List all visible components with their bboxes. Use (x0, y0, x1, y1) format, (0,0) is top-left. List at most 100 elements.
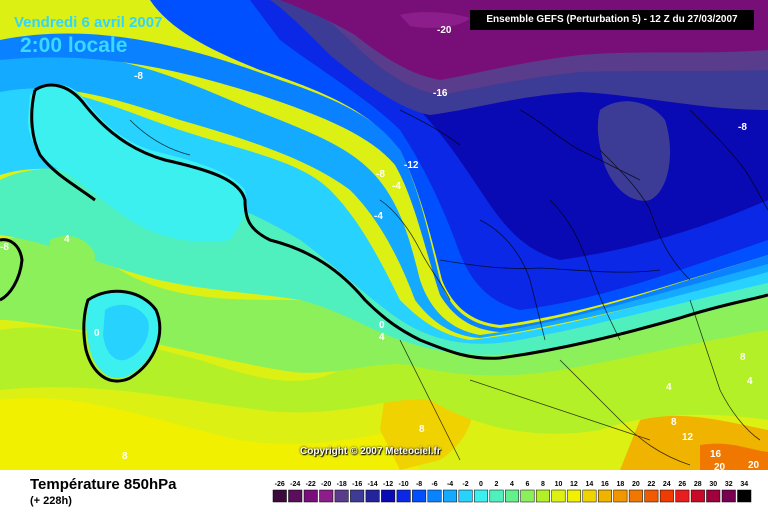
label-minus16: -16 (433, 88, 448, 99)
legend-swatch (566, 489, 581, 503)
label-minus8-d: -8 (0, 242, 9, 253)
green-zone-8 (0, 300, 768, 434)
legend-swatch (597, 489, 612, 503)
forecast-time: 2:00 locale (20, 34, 128, 57)
legend-swatch (474, 489, 489, 503)
legend-swatch (535, 489, 550, 503)
legend-tick-label: 18 (617, 481, 625, 488)
scandinavia-cold-pocket (597, 101, 670, 201)
greenland (28, 84, 247, 242)
label-16: 16 (710, 449, 722, 460)
map-title: Température 850hPa (30, 476, 177, 493)
legend-swatch (427, 489, 442, 503)
legend-swatch (582, 489, 597, 503)
legend-tick-label: -8 (416, 481, 422, 488)
label-8-b: 8 (122, 451, 128, 462)
atlantic-pocket-inner (103, 304, 149, 361)
label-minus12: -12 (404, 160, 419, 171)
label-0-a: 0 (94, 328, 100, 339)
legend-tick-label: 34 (740, 481, 748, 488)
forecast-date: Vendredi 6 avril 2007 (14, 14, 163, 31)
legend-swatch (628, 489, 643, 503)
label-minus4-a: -4 (392, 181, 401, 192)
label-minus8-c: -8 (738, 122, 747, 133)
label-0-b: 0 (379, 320, 385, 331)
legend-swatch (272, 489, 287, 503)
legend-swatch (675, 489, 690, 503)
legend-tick-label: 20 (632, 481, 640, 488)
legend-tick-label: 8 (541, 481, 545, 488)
legend-tick-label: -22 (306, 481, 316, 488)
label-20-b: 20 (748, 460, 760, 470)
legend-tick-label: 32 (725, 481, 733, 488)
legend-swatch (458, 489, 473, 503)
zero-isotherm-loop (82, 289, 162, 383)
legend-swatch (350, 489, 365, 503)
zero-isotherm (34, 83, 768, 360)
legend-swatch (706, 489, 721, 503)
legend-tick-label: 22 (648, 481, 656, 488)
warm-zone-hot (700, 443, 768, 470)
legend-tick-label: 10 (555, 481, 563, 488)
label-4-a: 4 (64, 234, 70, 245)
warm-zone-12 (0, 398, 420, 470)
legend-tick-label: -14 (368, 481, 378, 488)
legend-swatch (659, 489, 674, 503)
label-8-c: 8 (740, 352, 746, 363)
legend-swatch (303, 489, 318, 503)
legend-tick-label: -4 (447, 481, 453, 488)
label-minus8-b: -8 (376, 169, 385, 180)
legend-swatch (644, 489, 659, 503)
legend-swatch (365, 489, 380, 503)
legend-tick-label: -26 (275, 481, 285, 488)
legend-swatch (489, 489, 504, 503)
label-8-a: 8 (419, 424, 425, 435)
legend-swatch (396, 489, 411, 503)
legend-tick-label: 0 (479, 481, 483, 488)
legend-tick-label: 16 (601, 481, 609, 488)
label-minus4-b: -4 (374, 211, 383, 222)
legend-swatch (737, 489, 752, 503)
legend-swatch (412, 489, 427, 503)
legend-swatch (721, 489, 736, 503)
legend-swatch (551, 489, 566, 503)
legend-tick-label: 30 (709, 481, 717, 488)
legend-tick-label: -6 (431, 481, 437, 488)
legend-swatch (443, 489, 458, 503)
legend-tick-label: 12 (570, 481, 578, 488)
contour-labels: -20 -16 -12 -8 -8 -8 -4 -4 -8 4 0 0 4 8 … (0, 25, 760, 470)
legend-tick-label: -18 (337, 481, 347, 488)
label-minus8-a: -8 (134, 71, 143, 82)
legend-tick-label: 4 (510, 481, 514, 488)
label-4-d: 4 (666, 382, 672, 393)
cyan-zone--2 (0, 88, 768, 344)
footer: Température 850hPa (+ 228h) -26 -24 -22 -20… (0, 470, 768, 512)
zero-isotherm-greenland (30, 89, 96, 202)
label-8-d: 8 (671, 417, 677, 428)
green-spot-4 (49, 235, 95, 273)
copyright: Copyright © 2007 Meteociel.fr (300, 446, 441, 457)
legend-swatch (319, 489, 334, 503)
legend-tick-label: 24 (663, 481, 671, 488)
dark-zone--22 (400, 12, 470, 28)
legend-swatch (690, 489, 705, 503)
label-4-b: 4 (379, 332, 385, 343)
label-20-a: 20 (714, 462, 726, 470)
legend-tick-label: 26 (678, 481, 686, 488)
label-minus20: -20 (437, 25, 452, 36)
legend-tick-label: -20 (321, 481, 331, 488)
label-12: 12 (682, 432, 694, 443)
country-borders (129, 109, 768, 466)
zero-isotherm-west (0, 238, 24, 302)
legend-swatch (520, 489, 535, 503)
temperature-map: -20 -16 -12 -8 -8 -8 -4 -4 -8 4 0 0 4 8 … (0, 0, 768, 470)
legend-swatch (613, 489, 628, 503)
legend-tick-label: -12 (383, 481, 393, 488)
legend-swatch (505, 489, 520, 503)
color-legend: -26 -24 -22 -20 -18 -16 -14 -12 -10 -8 -6 -4 -2 0 2 4 6 8… (272, 481, 752, 503)
legend-tick-label: -10 (399, 481, 409, 488)
legend-swatch (288, 489, 303, 503)
model-info: Ensemble GEFS (Perturbation 5) - 12 Z du… (470, 10, 754, 30)
legend-tick-label: -24 (290, 481, 300, 488)
